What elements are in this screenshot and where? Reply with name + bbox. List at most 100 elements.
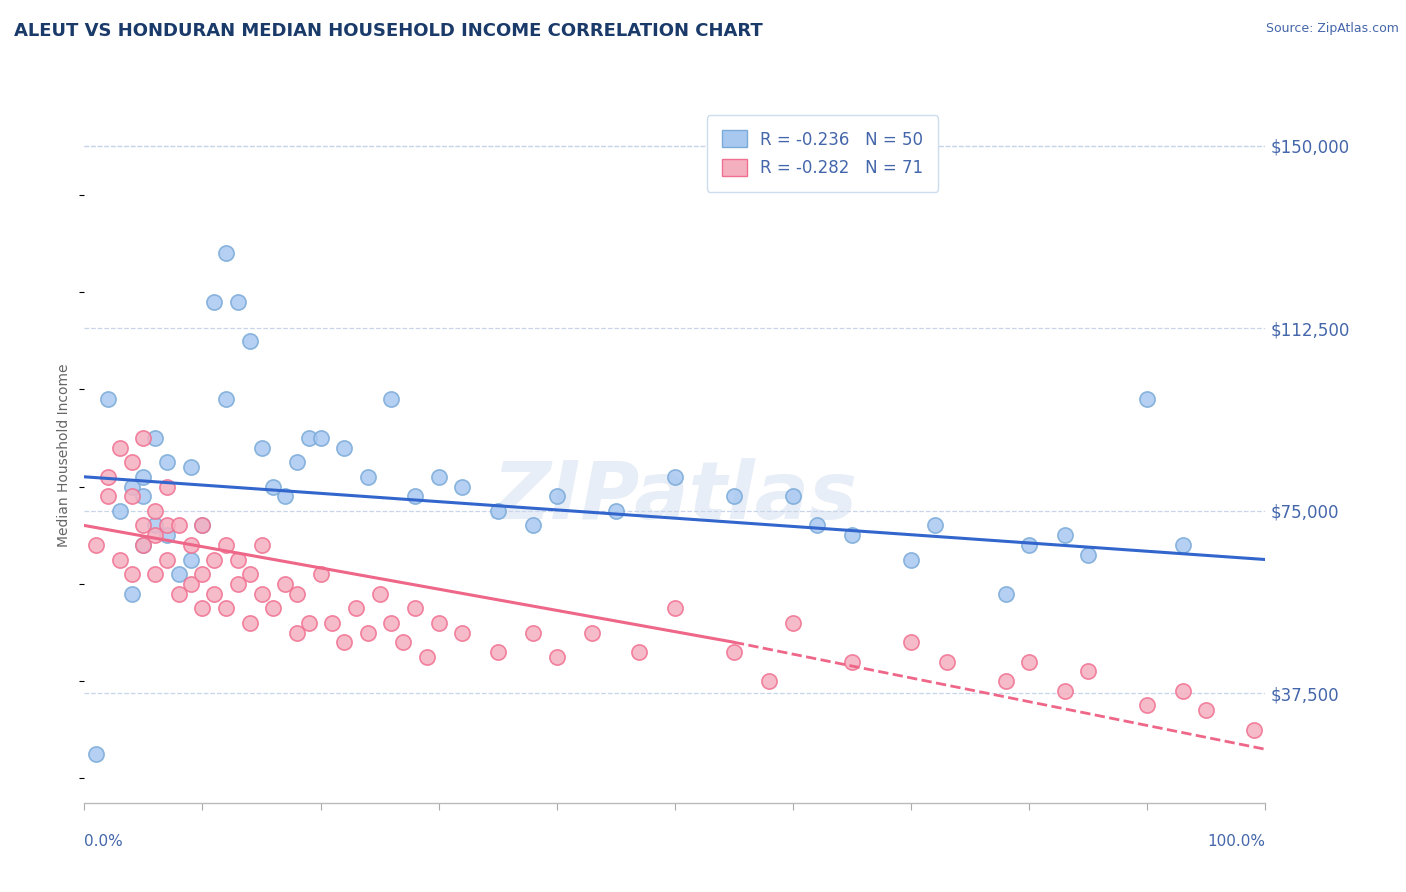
Text: ZIPatlas: ZIPatlas: [492, 458, 858, 536]
Point: [994, 586, 1017, 600]
Text: Source: ZipAtlas.com: Source: ZipAtlas.com: [1265, 22, 1399, 36]
Point: [215, 392, 238, 406]
Point: [262, 479, 284, 493]
Legend: R = -0.236   N = 50, R = -0.282   N = 71: R = -0.236 N = 50, R = -0.282 N = 71: [707, 115, 938, 192]
Point: [1053, 528, 1076, 542]
Point: [309, 431, 332, 445]
Point: [143, 518, 166, 533]
Point: [84, 747, 107, 761]
Point: [404, 601, 426, 615]
Text: 0.0%: 0.0%: [84, 834, 124, 849]
Point: [522, 518, 544, 533]
Point: [935, 655, 957, 669]
Point: [167, 518, 190, 533]
Point: [900, 552, 922, 566]
Point: [427, 470, 450, 484]
Point: [1018, 538, 1040, 552]
Point: [180, 552, 202, 566]
Point: [226, 577, 249, 591]
Point: [215, 601, 238, 615]
Point: [298, 615, 321, 630]
Point: [202, 294, 225, 309]
Point: [723, 489, 745, 503]
Point: [1077, 665, 1099, 679]
Point: [132, 538, 155, 552]
Point: [156, 518, 179, 533]
Point: [1243, 723, 1265, 737]
Point: [191, 518, 214, 533]
Point: [132, 470, 155, 484]
Point: [309, 567, 332, 582]
Point: [605, 504, 627, 518]
Point: [1018, 655, 1040, 669]
Point: [132, 538, 155, 552]
Point: [97, 470, 120, 484]
Point: [121, 479, 143, 493]
Point: [924, 518, 946, 533]
Point: [226, 294, 249, 309]
Point: [486, 504, 509, 518]
Point: [994, 674, 1017, 689]
Point: [1171, 684, 1194, 698]
Point: [321, 615, 343, 630]
Point: [202, 586, 225, 600]
Point: [202, 552, 225, 566]
Point: [215, 246, 238, 260]
Point: [239, 615, 262, 630]
Point: [108, 441, 131, 455]
Point: [132, 489, 155, 503]
Point: [900, 635, 922, 649]
Point: [1136, 698, 1159, 713]
Point: [108, 552, 131, 566]
Point: [156, 455, 179, 469]
Point: [841, 528, 863, 542]
Point: [132, 431, 155, 445]
Text: ALEUT VS HONDURAN MEDIAN HOUSEHOLD INCOME CORRELATION CHART: ALEUT VS HONDURAN MEDIAN HOUSEHOLD INCOM…: [14, 22, 763, 40]
Point: [1053, 684, 1076, 698]
Point: [451, 479, 474, 493]
Point: [1195, 703, 1218, 717]
Point: [191, 567, 214, 582]
Point: [215, 538, 238, 552]
Point: [121, 455, 143, 469]
Point: [664, 601, 686, 615]
Point: [1171, 538, 1194, 552]
Point: [392, 635, 415, 649]
Point: [167, 586, 190, 600]
Point: [156, 552, 179, 566]
Point: [143, 431, 166, 445]
Point: [285, 586, 308, 600]
Point: [180, 577, 202, 591]
Point: [357, 470, 380, 484]
Point: [344, 601, 367, 615]
Point: [368, 586, 391, 600]
Point: [97, 392, 120, 406]
Point: [758, 674, 780, 689]
Point: [1077, 548, 1099, 562]
Point: [546, 649, 568, 664]
Point: [121, 586, 143, 600]
Point: [239, 334, 262, 348]
Point: [121, 567, 143, 582]
Point: [451, 625, 474, 640]
Point: [143, 528, 166, 542]
Point: [841, 655, 863, 669]
Point: [404, 489, 426, 503]
Point: [380, 615, 402, 630]
Point: [143, 504, 166, 518]
Point: [132, 518, 155, 533]
Point: [156, 528, 179, 542]
Point: [274, 489, 297, 503]
Point: [285, 625, 308, 640]
Point: [298, 431, 321, 445]
Point: [782, 489, 804, 503]
Point: [156, 479, 179, 493]
Point: [333, 635, 356, 649]
Point: [285, 455, 308, 469]
Point: [250, 586, 273, 600]
Point: [486, 645, 509, 659]
Point: [522, 625, 544, 640]
Point: [546, 489, 568, 503]
Point: [143, 567, 166, 582]
Point: [262, 601, 284, 615]
